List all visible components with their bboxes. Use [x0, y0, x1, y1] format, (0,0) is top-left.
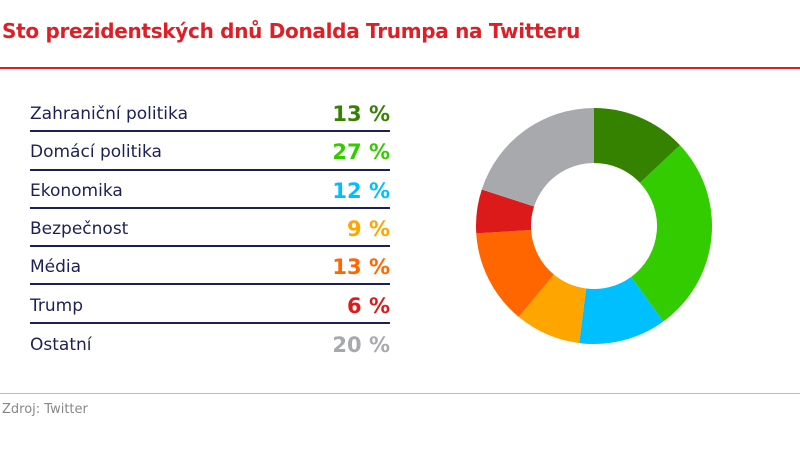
donut-slice-6 [476, 189, 535, 234]
legend-label: Domácí politika [30, 142, 162, 163]
donut-slice-2 [631, 145, 713, 322]
donut-slice-3 [579, 276, 664, 344]
legend-value: 13 % [332, 102, 390, 127]
legend-value: 20 % [332, 332, 390, 357]
legend-row: Trump 6 % [30, 285, 390, 324]
legend-value: 13 % [332, 255, 390, 280]
source-note: Zdroj: Twitter [2, 402, 88, 417]
legend-label: Média [30, 257, 82, 278]
legend-label: Ostatní [30, 334, 92, 355]
donut-slice-4 [518, 274, 587, 344]
legend-label: Zahraniční politika [30, 104, 188, 125]
legend-label: Ekonomika [30, 180, 123, 201]
footer-divider [0, 393, 800, 394]
legend-value: 6 % [347, 293, 390, 318]
legend-row: Domácí politika 27 % [30, 132, 390, 171]
donut-slice-5 [476, 229, 554, 317]
legend-row: Zahraniční politika 13 % [30, 94, 390, 133]
chart-title: Sto prezidentských dnů Donalda Trumpa na… [2, 19, 581, 43]
legend-value: 27 % [332, 140, 390, 165]
legend-row: Ekonomika 12 % [30, 171, 390, 209]
legend-value: 9 % [347, 217, 390, 242]
legend-label: Trump [30, 295, 84, 316]
legend-value: 12 % [332, 178, 390, 203]
legend-row: Bezpečnost 9 % [30, 209, 390, 248]
donut-slice-1 [594, 108, 681, 183]
legend-row: Ostatní 20 % [30, 324, 390, 362]
donut-slice-7 [481, 108, 594, 207]
legend-table: Zahraniční politika 13 % Domácí politika 27… [30, 94, 390, 362]
legend-row: Média 13 % [30, 247, 390, 286]
title-divider [0, 67, 800, 69]
legend-label: Bezpečnost [30, 219, 129, 240]
